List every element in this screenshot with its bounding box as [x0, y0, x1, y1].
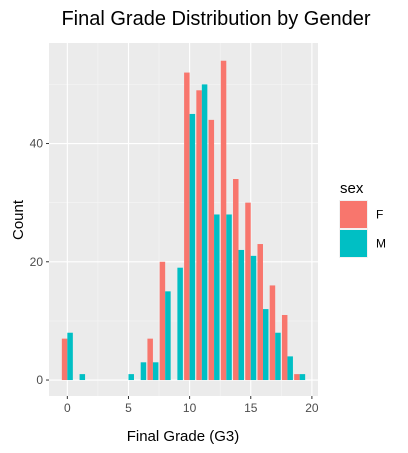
bar-M-15	[250, 255, 257, 381]
bar-F-17	[269, 285, 276, 381]
x-tick-label: 5	[125, 401, 132, 415]
bar-F-0	[61, 338, 68, 381]
x-tick-label: 15	[244, 401, 258, 415]
bar-F-10	[184, 72, 190, 381]
y-tick-label: 0	[36, 373, 43, 387]
legend-items: FM	[339, 200, 386, 258]
bar-M-19	[299, 374, 306, 381]
bar-M-13	[226, 214, 232, 381]
bar-M-8	[165, 291, 171, 381]
bar-M-16	[262, 309, 269, 381]
bar-F-15	[245, 202, 251, 381]
x-tick-label: 10	[183, 401, 197, 415]
legend-label-F: F	[376, 208, 383, 222]
x-tick-label: 0	[64, 401, 71, 415]
bar-M-10	[189, 113, 196, 381]
chart-title: Final Grade Distribution by Gender	[61, 8, 370, 30]
bar-M-0	[67, 332, 73, 381]
bar-F-8	[159, 261, 166, 381]
x-tick-label: 20	[305, 401, 319, 415]
bar-M-18	[287, 356, 293, 381]
bar-M-6	[140, 362, 147, 381]
bar-F-7	[147, 338, 153, 381]
bar-M-9	[177, 267, 183, 381]
bar-F-12	[208, 119, 215, 381]
y-axis-ticks: 0 20 40	[30, 137, 49, 387]
bar-F-19	[294, 374, 300, 381]
legend-swatch-F	[340, 201, 367, 228]
legend: sex FM	[339, 180, 386, 258]
legend-label-M: M	[376, 237, 386, 251]
x-axis-ticks: 0 5 10 15 20	[64, 396, 319, 415]
bar-F-18	[281, 314, 288, 381]
bar-M-1	[79, 374, 86, 381]
y-tick-label: 20	[30, 255, 44, 269]
y-tick-label: 40	[30, 137, 44, 151]
bar-M-5	[128, 374, 134, 381]
bars	[61, 60, 306, 381]
bar-F-11	[196, 90, 202, 381]
bar-M-14	[238, 249, 245, 381]
y-axis-label: Count	[10, 199, 27, 240]
bar-M-11	[201, 84, 208, 381]
bar-F-14	[233, 179, 239, 381]
x-axis-label: Final Grade (G3)	[127, 428, 240, 445]
bar-F-13	[220, 60, 227, 381]
legend-title: sex	[340, 180, 364, 197]
bar-M-7	[152, 362, 159, 381]
bar-M-12	[214, 214, 220, 381]
bar-M-17	[275, 332, 281, 381]
legend-swatch-M	[340, 230, 367, 257]
plot-area: 0 5 10 15 20 0 20 40	[30, 43, 319, 415]
bar-F-16	[257, 244, 263, 381]
